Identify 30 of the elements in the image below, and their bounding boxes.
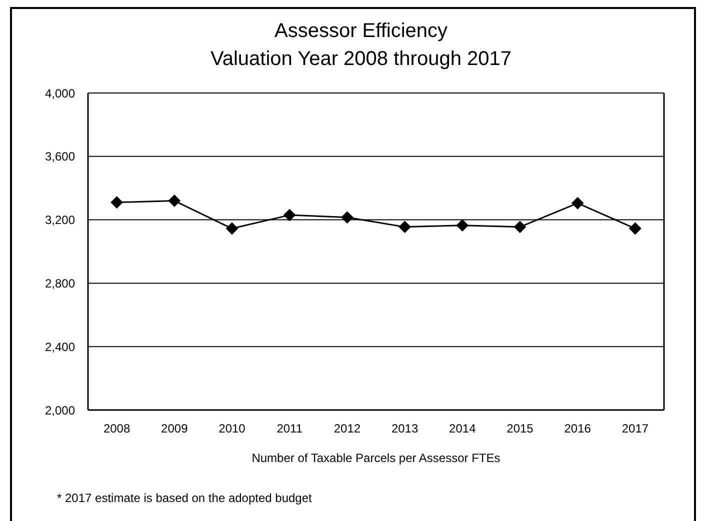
- point: [514, 220, 526, 233]
- x-tick-label: 2009: [161, 422, 188, 436]
- point: [398, 220, 411, 233]
- x-tick-label: 2014: [449, 422, 476, 436]
- x-tick-label: 2008: [103, 422, 130, 436]
- point: [284, 209, 296, 222]
- x-tick-label: 2017: [622, 422, 649, 436]
- point: [341, 211, 354, 224]
- chart-subtitle: Valuation Year 2008 through 2017: [210, 48, 512, 70]
- point: [110, 196, 123, 208]
- point: [168, 194, 180, 207]
- x-tick-label: 2013: [391, 422, 418, 436]
- point: [629, 222, 642, 235]
- x-tick-label: 2011: [276, 422, 303, 436]
- text: * 2017 estimate is based on the adopted budget: [57, 491, 312, 505]
- y-tick-label: 2,800: [44, 276, 76, 290]
- x-axis-title: Number of Taxable Parcels per Assessor FTEs: [252, 451, 500, 465]
- y-tick-label: 4,000: [44, 86, 76, 100]
- y-tick-label: 2,000: [44, 403, 76, 418]
- x-tick-label: 2012: [334, 422, 361, 436]
- point: [456, 219, 468, 232]
- y-tick-label: 3,600: [44, 150, 76, 164]
- x-tick-label: 2015: [506, 422, 534, 436]
- point: [572, 197, 584, 210]
- y-tick-label: 3,200: [44, 213, 76, 228]
- x-tick-label: 2010: [218, 422, 246, 436]
- chart-title: Assessor Efficiency: [274, 20, 448, 42]
- point: [226, 222, 238, 235]
- y-tick-label: 2,400: [44, 340, 76, 354]
- x-tick-label: 2016: [564, 422, 592, 436]
